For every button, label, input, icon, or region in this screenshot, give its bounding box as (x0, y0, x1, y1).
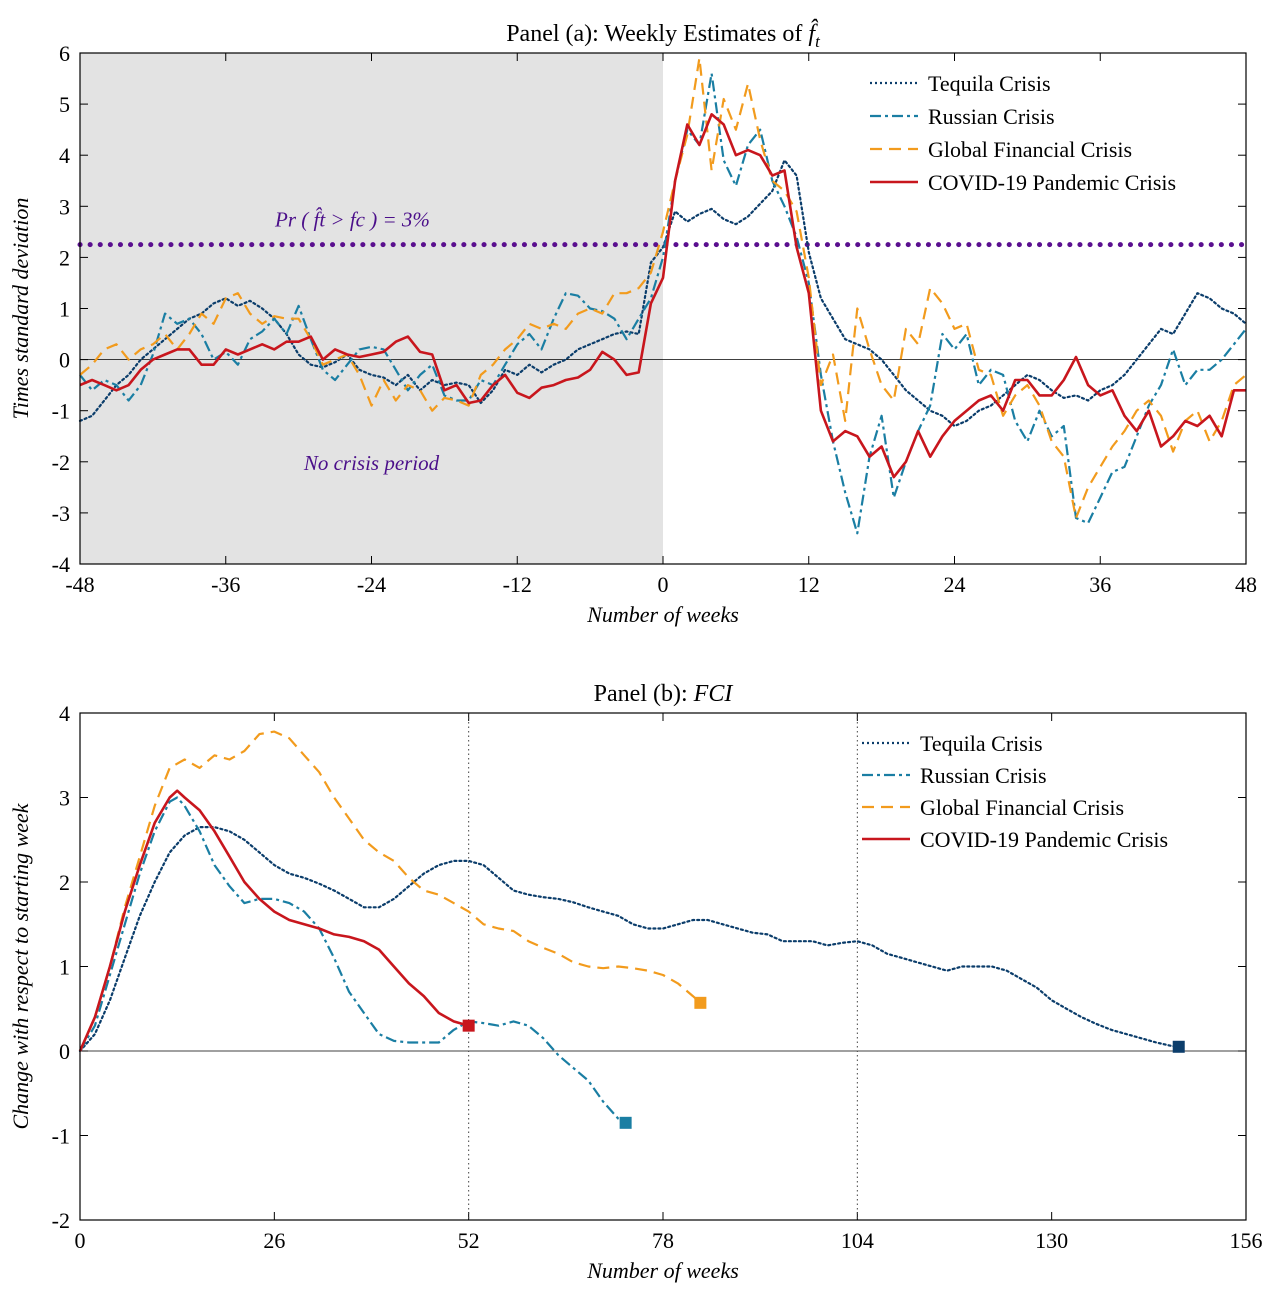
legend-label-tequila: Tequila Crisis (928, 71, 1051, 96)
x-tick-label: 130 (1035, 1228, 1068, 1253)
y-tick-label: -4 (52, 552, 70, 577)
panel-a-title-prefix: Panel (a): Weekly Estimates of (506, 21, 808, 47)
x-tick-label: 48 (1235, 572, 1257, 597)
series-end-marker-gfc (694, 996, 707, 1009)
x-tick-label: -12 (503, 572, 532, 597)
panel-a-legend: Tequila Crisis Russian Crisis Global Finan… (870, 71, 1176, 195)
no-crisis-label: No crisis period (303, 451, 440, 475)
panel-b-legend: Tequila Crisis Russian Crisis Global Finan… (862, 731, 1168, 852)
panel-b-ylabel: Change with respect to starting week (8, 802, 33, 1129)
panel-a-ylabel: Times standard deviation (8, 198, 33, 420)
y-tick-label: 5 (59, 92, 70, 117)
y-tick-label: 2 (59, 870, 70, 895)
y-tick-label: 0 (59, 1039, 70, 1064)
series-line-russian (79, 796, 627, 1124)
y-tick-label: 4 (59, 701, 70, 726)
x-tick-label: -36 (211, 572, 240, 597)
x-tick-label: 26 (263, 1228, 285, 1253)
panel-a-title: Panel (a): Weekly Estimates of f̂t (506, 19, 821, 51)
legend-label-gfc: Global Financial Crisis (928, 137, 1132, 162)
panel-a-frame (79, 52, 1247, 565)
y-tick-label: 2 (59, 245, 70, 270)
legend-label-covid: COVID-19 Pandemic Crisis (928, 170, 1176, 195)
x-tick-label: 156 (1230, 1228, 1263, 1253)
y-tick-label: -3 (52, 501, 70, 526)
y-tick-label: 3 (59, 786, 70, 811)
panel-b-title-math: FCI (693, 681, 734, 707)
series-end-marker-russian (619, 1116, 632, 1129)
y-tick-label: 6 (59, 41, 70, 66)
series-line-gfc (78, 730, 702, 1052)
x-tick-label: 36 (1089, 572, 1111, 597)
no-crisis-shaded-region (80, 53, 663, 564)
legend-label-russian: Russian Crisis (928, 104, 1055, 129)
series-line-covid (79, 113, 1246, 479)
legend-label-gfc: Global Financial Crisis (920, 795, 1124, 820)
panel-b-axes: 0 26 52 78 104 130 156 -2 -1 0 1 2 3 4 (52, 701, 1263, 1253)
x-tick-label: 0 (75, 1228, 86, 1253)
panel-b: 0 26 52 78 104 130 156 -2 -1 0 1 2 3 4 Panel (b): FCI… (8, 681, 1263, 1283)
x-tick-label: 52 (458, 1228, 480, 1253)
panel-b-series (78, 730, 1185, 1129)
y-tick-label: -2 (52, 450, 70, 475)
panel-a-xlabel: Number of weeks (586, 602, 739, 627)
x-tick-label: 24 (944, 572, 966, 597)
x-tick-label: -48 (65, 572, 94, 597)
panel-b-vertical-markers (468, 713, 858, 1220)
y-tick-label: 4 (59, 143, 70, 168)
panel-b-title: Panel (b): FCI (594, 681, 734, 707)
panel-a-series (78, 57, 1248, 535)
y-tick-label: 1 (59, 297, 70, 322)
series-line-tequila (78, 826, 1180, 1053)
x-tick-label: 0 (658, 572, 669, 597)
y-tick-label: 1 (59, 955, 70, 980)
series-end-marker-covid (462, 1019, 475, 1032)
legend-label-russian: Russian Crisis (920, 763, 1047, 788)
legend-label-covid: COVID-19 Pandemic Crisis (920, 827, 1168, 852)
y-tick-label: -1 (52, 1124, 70, 1149)
legend-label-tequila: Tequila Crisis (920, 731, 1043, 756)
x-tick-label: 12 (798, 572, 820, 597)
panel-b-title-prefix: Panel (b): (594, 681, 694, 707)
x-tick-label: -24 (357, 572, 386, 597)
panel-a-title-math: f̂ (808, 19, 818, 47)
x-tick-label: 104 (841, 1228, 874, 1253)
series-line-gfc (79, 57, 1247, 520)
y-tick-label: 0 (59, 348, 70, 373)
panel-a-title-sub: t (815, 32, 821, 51)
y-tick-label: -2 (52, 1208, 70, 1233)
panel-b-frame (79, 712, 1247, 1221)
series-line-russian (79, 72, 1247, 535)
y-tick-label: 3 (59, 194, 70, 219)
panel-b-xlabel: Number of weeks (586, 1258, 739, 1283)
threshold-label: Pr ( f̂t > fc ) = 3% (274, 207, 430, 231)
x-tick-label: 78 (652, 1228, 674, 1253)
series-line-covid (78, 789, 470, 1052)
series-end-marker-tequila (1172, 1040, 1185, 1053)
y-tick-label: -1 (52, 399, 70, 424)
